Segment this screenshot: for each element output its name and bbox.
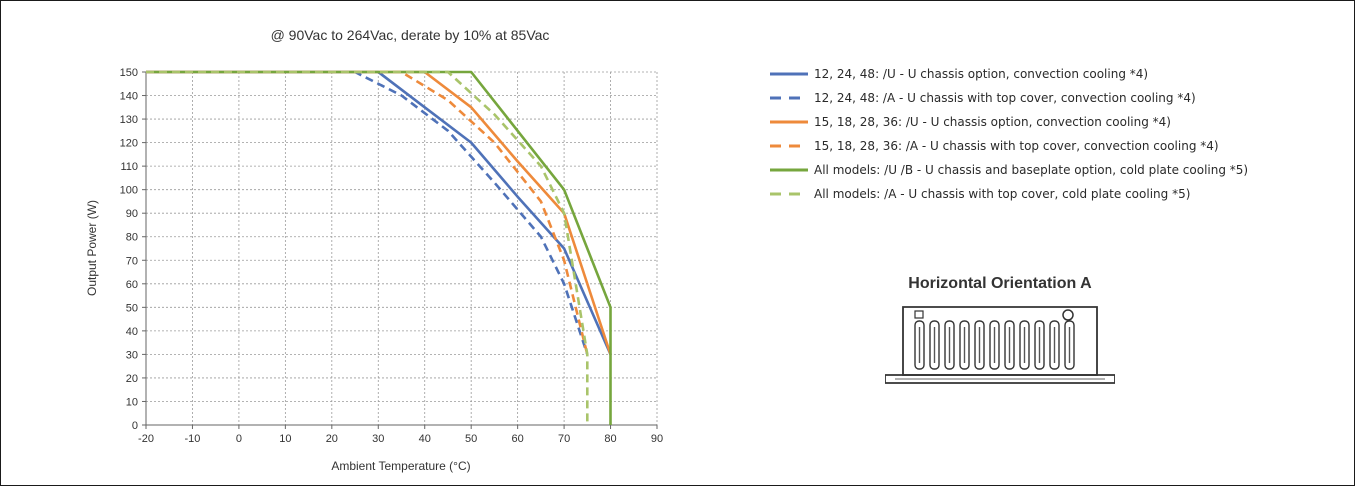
legend-label: 15, 18, 28, 36: /A - U chassis with top …	[814, 139, 1219, 153]
orientation-title: Horizontal Orientation A	[908, 275, 1092, 292]
y-tick-label: 90	[126, 208, 138, 220]
y-tick-label: 40	[126, 326, 138, 338]
series	[146, 70, 612, 425]
x-tick-label: 50	[465, 433, 477, 445]
legend-label: 15, 18, 28, 36: /U - U chassis option, c…	[814, 115, 1171, 129]
series-line-6	[146, 70, 589, 425]
y-tick-label: 20	[126, 373, 138, 385]
y-tick-label: 100	[120, 185, 138, 197]
vent-slot	[1049, 320, 1060, 370]
x-axis-label: Ambient Temperature (°C)	[331, 459, 470, 473]
axes: -20 -10 0 10 20 30 40 50 60 70 80 90 0 10 20 30 40 50 60 70…	[120, 67, 663, 445]
chart-title: @ 90Vac to 264Vac, derate by 10% at 85Va…	[271, 27, 550, 43]
x-tick-label: 70	[558, 433, 570, 445]
vent-slot	[1064, 320, 1075, 370]
vent-slot	[1004, 320, 1015, 370]
y-tick-label: 150	[120, 67, 138, 79]
legend-label: All models: /A - U chassis with top cove…	[814, 187, 1191, 201]
y-tick-label: 110	[120, 161, 138, 173]
y-tick-label: 80	[126, 232, 138, 244]
x-tick-label: 60	[512, 433, 524, 445]
grid	[145, 71, 658, 426]
derating-chart: @ 90Vac to 264Vac, derate by 10% at 85Va…	[85, 27, 663, 473]
legend-item: 15, 18, 28, 36: /U - U chassis option, c…	[768, 110, 1328, 134]
legend-swatch	[770, 120, 808, 124]
x-tick-label: 20	[326, 433, 338, 445]
x-tick-label: 10	[279, 433, 291, 445]
vent-slot	[914, 320, 925, 370]
legend-label: 12, 24, 48: /A - U chassis with top cove…	[814, 91, 1196, 105]
legend-swatch	[770, 144, 808, 148]
legend-swatch	[770, 96, 808, 100]
legend-item: All models: /A - U chassis with top cove…	[768, 182, 1328, 206]
vent-slot	[1034, 320, 1045, 370]
vent-slot	[959, 320, 970, 370]
y-tick-label: 130	[120, 114, 138, 126]
power-supply-chassis-icon	[884, 306, 1116, 384]
orientation-panel: Horizontal Orientation A	[884, 275, 1116, 390]
vent-slot	[929, 320, 940, 370]
y-tick-label: 10	[126, 396, 138, 408]
legend-item: 12, 24, 48: /U - U chassis option, conve…	[768, 62, 1328, 86]
x-tick-label: -10	[185, 433, 201, 445]
y-axis-label: Output Power (W)	[85, 200, 99, 296]
y-tick-label: 30	[126, 349, 138, 361]
vent-slot	[944, 320, 955, 370]
legend-swatch	[770, 72, 808, 76]
vent-slot	[974, 320, 985, 370]
y-tick-label: 0	[132, 420, 138, 432]
x-tick-label: 90	[651, 433, 663, 445]
x-tick-label: 80	[604, 433, 616, 445]
vent-slot	[1019, 320, 1030, 370]
vent-slot	[989, 320, 1000, 370]
series-line-4	[146, 70, 589, 355]
legend-label: All models: /U /B - U chassis and basepl…	[814, 163, 1249, 177]
legend: 12, 24, 48: /U - U chassis option, conve…	[768, 62, 1328, 206]
y-tick-label: 70	[126, 255, 138, 267]
legend-item: 12, 24, 48: /A - U chassis with top cove…	[768, 86, 1328, 110]
x-tick-label: 0	[236, 433, 242, 445]
x-tick-label: 30	[372, 433, 384, 445]
y-tick-label: 140	[120, 91, 138, 103]
legend-item: 15, 18, 28, 36: /A - U chassis with top …	[768, 134, 1328, 158]
x-tick-label: -20	[138, 433, 154, 445]
legend-label: 12, 24, 48: /U - U chassis option, conve…	[814, 67, 1149, 81]
legend-swatch	[770, 192, 808, 196]
legend-item: All models: /U /B - U chassis and basepl…	[768, 158, 1328, 182]
x-tick-label: 40	[419, 433, 431, 445]
y-tick-label: 60	[126, 279, 138, 291]
series-line-2	[146, 70, 589, 355]
y-tick-label: 50	[126, 302, 138, 314]
series-line-5	[146, 70, 612, 425]
legend-swatch	[770, 168, 808, 172]
y-tick-label: 120	[120, 138, 138, 150]
